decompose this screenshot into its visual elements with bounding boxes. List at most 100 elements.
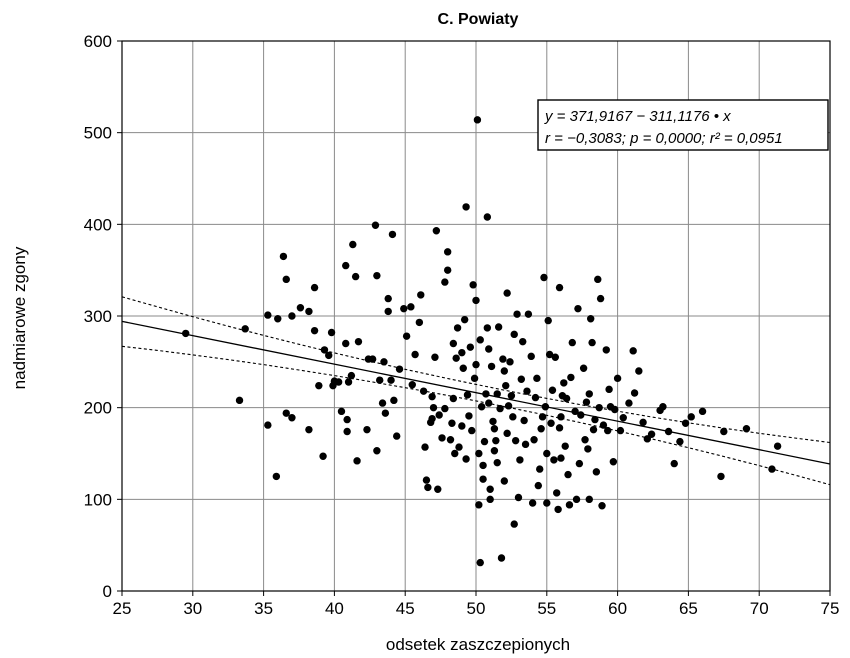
data-point [387, 376, 395, 384]
data-point [378, 399, 387, 407]
data-point [422, 476, 431, 484]
confidence-band-lower [121, 345, 831, 486]
data-point [489, 417, 497, 426]
data-point [565, 501, 574, 509]
data-point [343, 415, 351, 424]
y-tick-label: 200 [84, 399, 112, 418]
data-point [455, 443, 463, 451]
data-point [557, 454, 565, 462]
data-point [480, 437, 489, 446]
data-point [630, 389, 639, 397]
data-point [353, 457, 361, 465]
data-point [371, 221, 380, 229]
data-point [510, 330, 518, 339]
data-point [503, 289, 511, 297]
data-point [373, 447, 381, 455]
data-point [581, 436, 589, 444]
data-point [493, 458, 501, 467]
data-point [524, 310, 533, 318]
data-point [564, 470, 572, 479]
data-point [585, 390, 593, 398]
data-point [411, 350, 419, 359]
data-point [496, 404, 504, 413]
data-point [500, 367, 509, 375]
data-point [599, 421, 608, 429]
data-point [438, 434, 446, 442]
regression-equation: y = 371,9167 − 311,1176 • x [544, 108, 731, 125]
confidence-band [121, 296, 831, 486]
data-point [742, 425, 751, 433]
data-point [320, 346, 329, 354]
data-point [443, 248, 452, 256]
data-point [305, 425, 313, 434]
data-point [453, 324, 462, 332]
data-point [475, 501, 483, 509]
data-point [363, 425, 371, 434]
data-point [550, 456, 558, 464]
data-point [487, 362, 496, 371]
data-point [520, 416, 528, 425]
x-tick-label: 65 [679, 599, 698, 618]
data-point [274, 315, 282, 323]
data-point [494, 323, 503, 331]
data-point [513, 310, 521, 318]
data-point [327, 328, 336, 337]
data-point [472, 360, 480, 369]
data-point [537, 425, 545, 433]
data-point [325, 351, 333, 360]
data-point [598, 502, 606, 510]
data-point [602, 346, 610, 354]
data-point [451, 449, 459, 458]
data-point [519, 337, 527, 346]
data-point [687, 413, 695, 421]
data-point [585, 495, 593, 504]
data-point [493, 390, 501, 398]
data-point [616, 426, 625, 435]
data-point [483, 324, 492, 332]
data-point [462, 455, 470, 463]
data-point [449, 394, 458, 403]
data-point [476, 558, 484, 567]
data-point [441, 404, 449, 413]
y-axis-label: nadmiarowe zgony [10, 246, 29, 389]
data-point [483, 213, 492, 221]
data-point [421, 443, 429, 451]
data-point [596, 294, 605, 303]
data-point [288, 312, 296, 320]
data-point [611, 405, 619, 414]
data-point [272, 472, 281, 481]
data-point [514, 493, 523, 502]
x-tick-label: 30 [183, 599, 202, 618]
data-point [182, 329, 190, 338]
data-point [603, 426, 612, 435]
data-point [536, 465, 544, 473]
data-point [485, 345, 493, 353]
data-point [511, 436, 520, 445]
data-point [347, 371, 356, 380]
data-point [482, 390, 490, 398]
data-point [419, 387, 428, 395]
data-point [476, 336, 484, 344]
data-point [698, 407, 707, 416]
data-point [504, 402, 513, 410]
data-point [773, 442, 782, 450]
data-point [551, 353, 559, 361]
data-point [305, 307, 313, 316]
data-point [507, 392, 516, 400]
confidence-band-upper [121, 296, 831, 444]
data-point [629, 347, 637, 355]
data-point [235, 396, 244, 405]
data-point [571, 407, 579, 416]
data-point [509, 413, 517, 421]
data-point [547, 419, 555, 427]
regression-equation-box: y = 371,9167 − 311,1176 • x r = −0,3083;… [537, 99, 829, 151]
data-point [288, 414, 296, 422]
data-point [315, 381, 323, 390]
data-point [577, 411, 585, 419]
y-tick-label: 400 [84, 215, 112, 234]
data-point [717, 472, 725, 481]
data-point [434, 485, 442, 493]
data-point [531, 393, 540, 402]
data-point [282, 275, 290, 284]
